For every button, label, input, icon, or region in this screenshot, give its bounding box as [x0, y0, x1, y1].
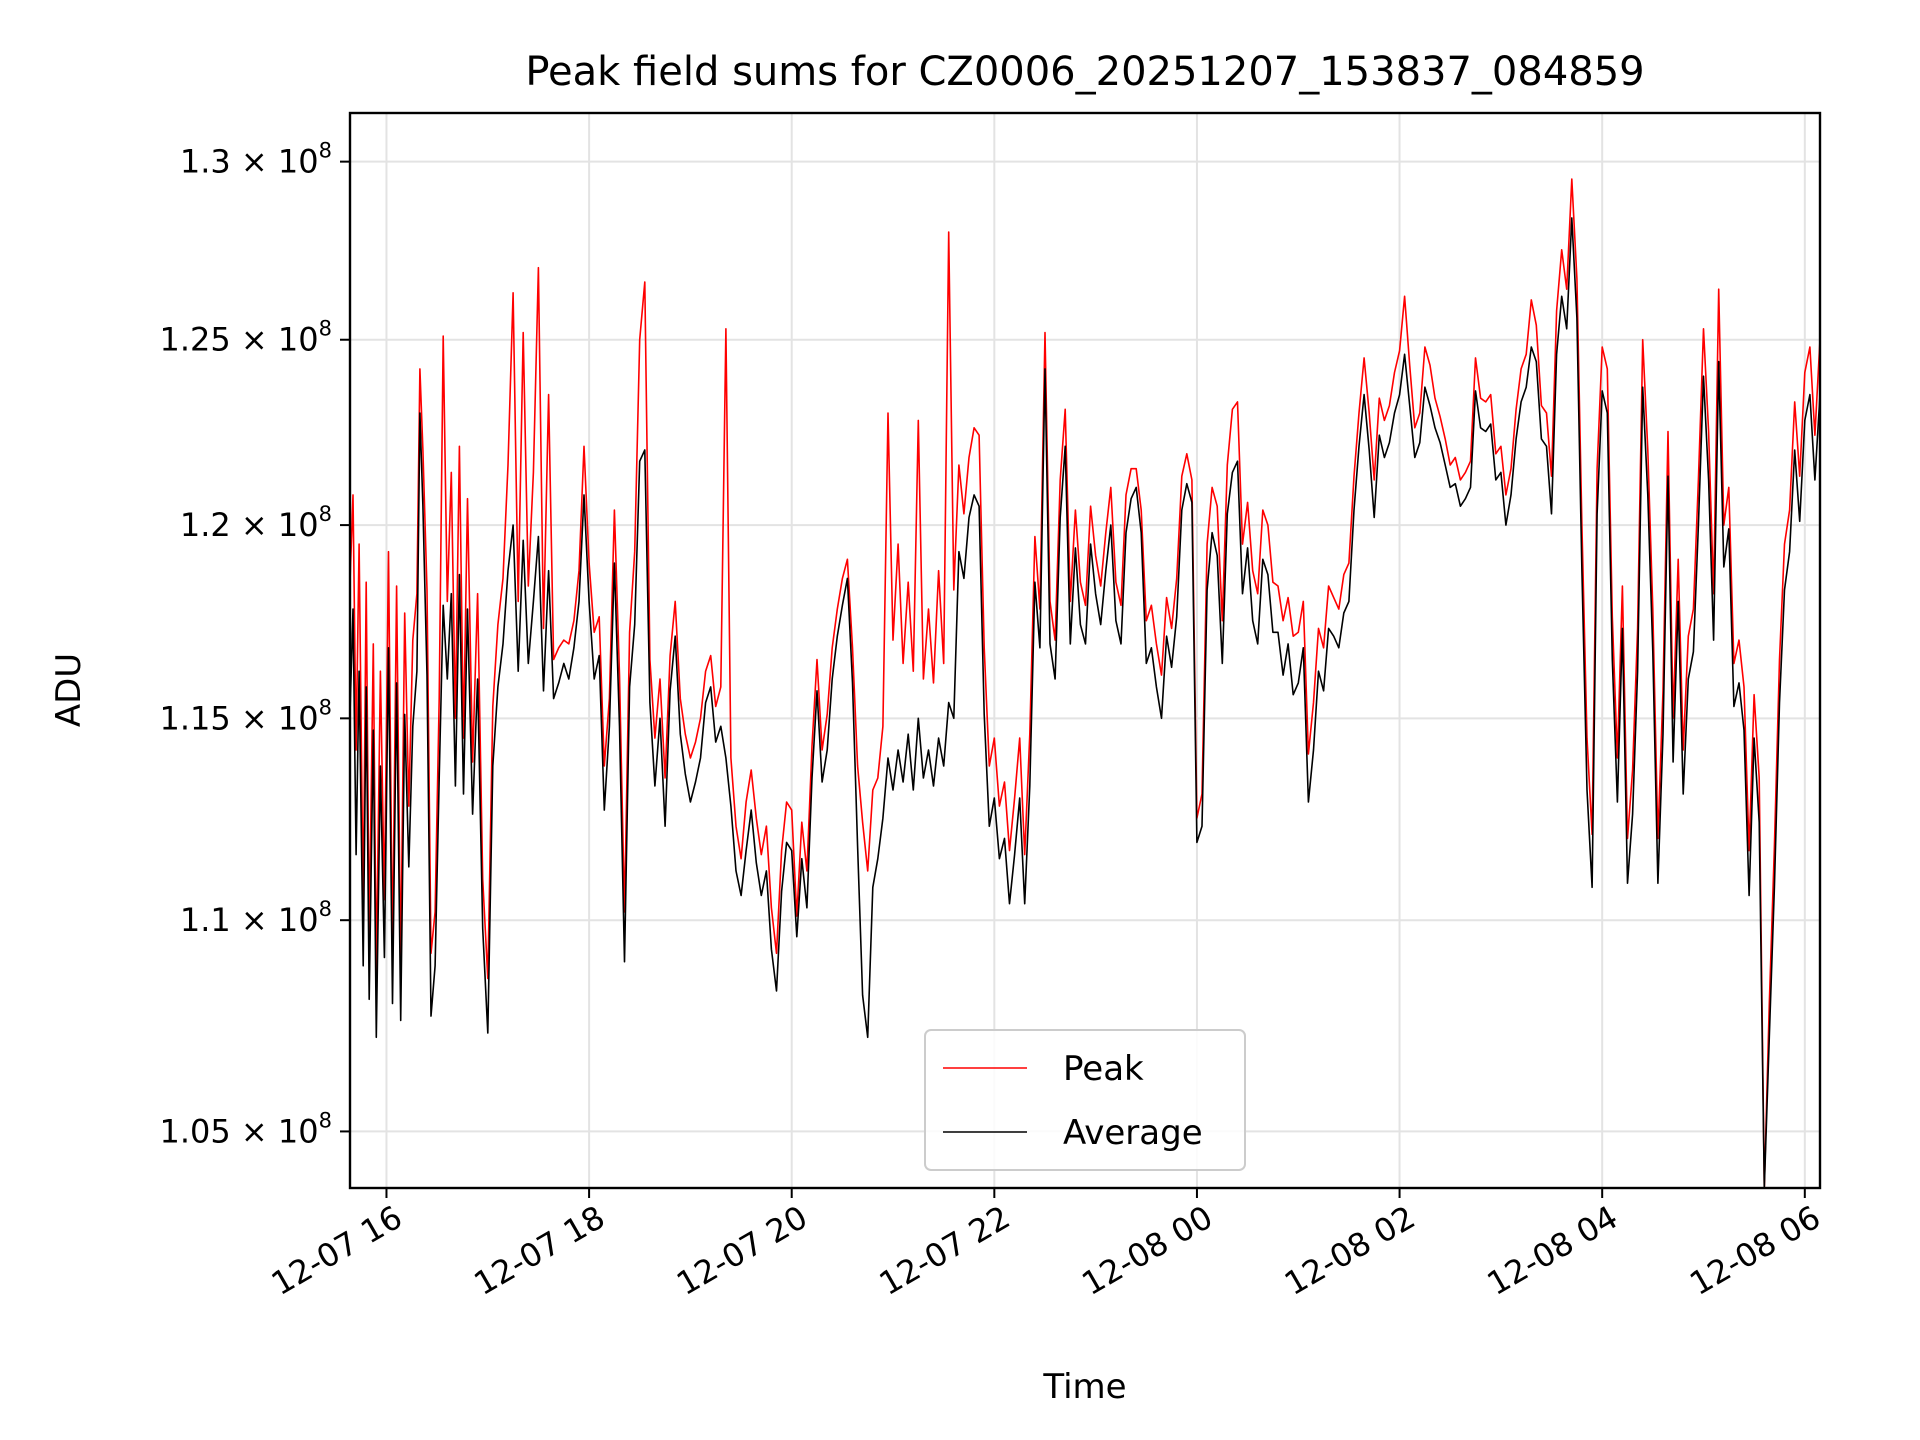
y-tick-label: 1.05 × 108 — [160, 1108, 333, 1150]
y-tick-label: 1.1 × 108 — [180, 897, 332, 939]
legend-box — [924, 1029, 1246, 1171]
plot-frame — [348, 111, 1822, 1190]
series-layer — [350, 178, 1820, 1188]
y-tick-label: 1.3 × 108 — [180, 139, 332, 181]
series-line-peak — [350, 178, 1820, 1188]
y-tick-label: 1.25 × 108 — [160, 317, 333, 359]
y-axis-label: ADU — [49, 653, 89, 727]
x-axis-label: Time — [1042, 1367, 1126, 1407]
legend-label-average: Average — [1063, 1113, 1203, 1153]
y-tick-label: 1.15 × 108 — [160, 695, 333, 737]
series-line-average — [350, 217, 1820, 1188]
chart-title: Peak field sums for CZ0006_20251207_1538… — [525, 49, 1644, 95]
legend: Peak Average — [924, 1029, 1246, 1171]
y-tick-label: 1.2 × 108 — [180, 502, 332, 544]
legend-label-peak: Peak — [1063, 1049, 1144, 1089]
grid — [350, 113, 1820, 1188]
